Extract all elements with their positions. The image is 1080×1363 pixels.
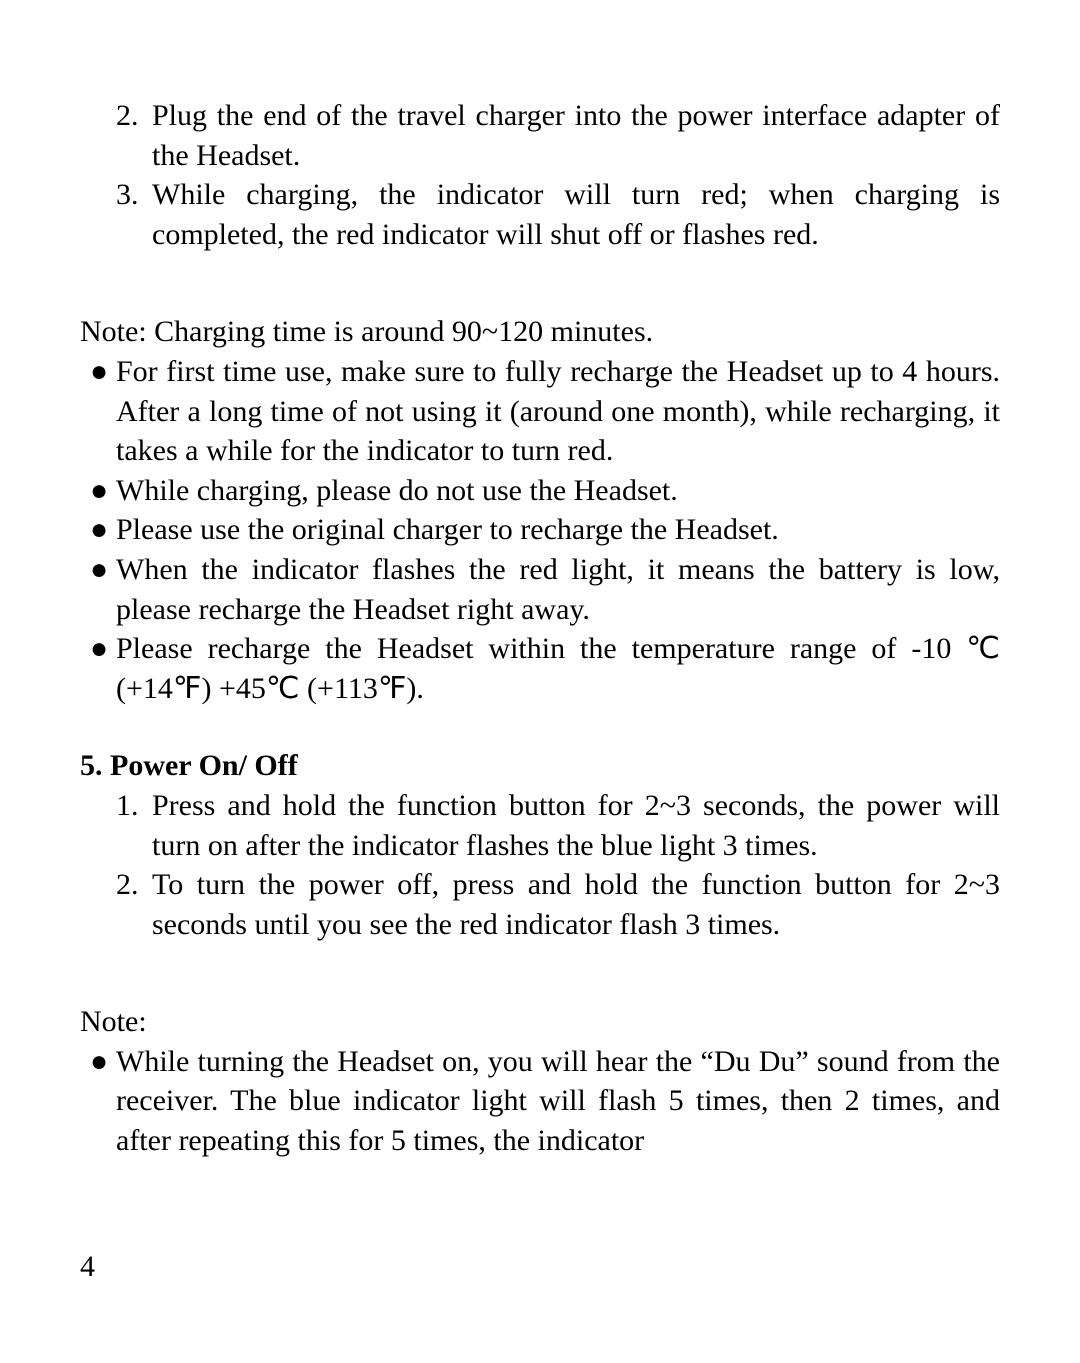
note-text: Please use the original charger to recha… [116,510,1000,550]
list-item: 1. Press and hold the function button fo… [116,786,1000,865]
list-item: ● While turning the Headset on, you will… [80,1042,1000,1161]
bullet-icon: ● [80,1042,116,1161]
charging-note-label: Note: Charging time is around 90~120 min… [80,312,1000,352]
bullet-icon: ● [80,352,116,471]
power-note-label: Note: [80,1002,1000,1042]
bullet-icon: ● [80,471,116,511]
note-text: While turning the Headset on, you will h… [116,1042,1000,1161]
step-text: Plug the end of the travel charger into … [152,96,1000,175]
list-item: ● While charging, please do not use the … [80,471,1000,511]
note-text: While charging, please do not use the He… [116,471,1000,511]
list-item: ● Please use the original charger to rec… [80,510,1000,550]
power-notes-list: ● While turning the Headset on, you will… [80,1042,1000,1161]
power-steps-list: 1. Press and hold the function button fo… [116,786,1000,944]
step-text: To turn the power off, press and hold th… [152,865,1000,944]
charging-steps-list: 2. Plug the end of the travel charger in… [116,96,1000,254]
list-item: ● For first time use, make sure to fully… [80,352,1000,471]
list-item: 2. To turn the power off, press and hold… [116,865,1000,944]
section-heading-power: 5. Power On/ Off [80,746,1000,786]
page-number: 4 [80,1247,95,1287]
bullet-icon: ● [80,550,116,629]
list-item: 2. Plug the end of the travel charger in… [116,96,1000,175]
bullet-icon: ● [80,510,116,550]
step-text: Press and hold the function button for 2… [152,786,1000,865]
step-text: While charging, the indicator will turn … [152,175,1000,254]
list-item: 3. While charging, the indicator will tu… [116,175,1000,254]
step-number: 2. [116,865,152,944]
step-number: 1. [116,786,152,865]
bullet-icon: ● [80,629,116,708]
list-item: ● Please recharge the Headset within the… [80,629,1000,708]
manual-page: 2. Plug the end of the travel charger in… [0,0,1080,1363]
step-number: 2. [116,96,152,175]
step-number: 3. [116,175,152,254]
charging-notes-list: ● For first time use, make sure to fully… [80,352,1000,708]
note-text: For first time use, make sure to fully r… [116,352,1000,471]
list-item: ● When the indicator flashes the red lig… [80,550,1000,629]
note-text: When the indicator flashes the red light… [116,550,1000,629]
note-text: Please recharge the Headset within the t… [116,629,1000,708]
